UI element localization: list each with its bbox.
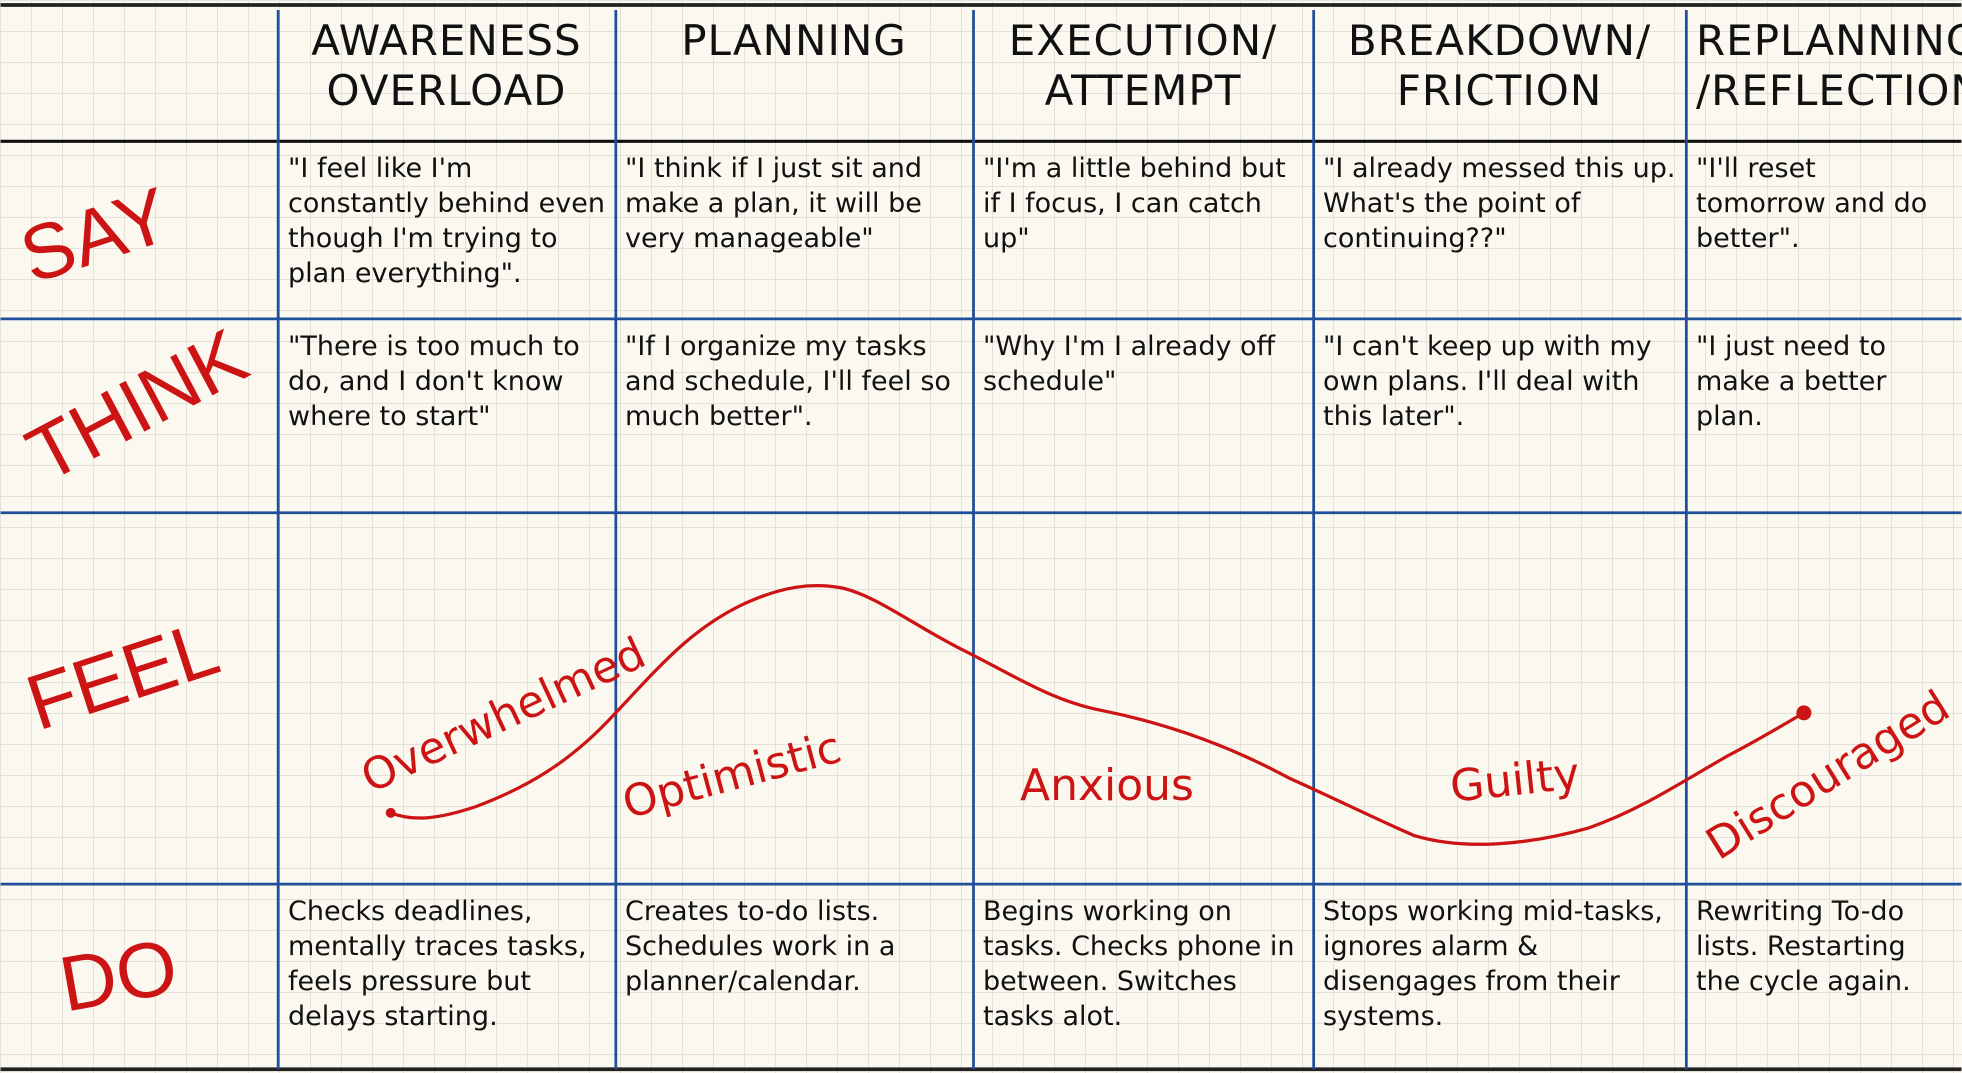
emotion-curve xyxy=(390,583,1805,846)
think-cell: "Why I'm I already off schedule" xyxy=(983,331,1276,398)
do-cell: Stops working mid-tasks, ignores alarm &… xyxy=(1323,896,1663,1033)
curve-start xyxy=(385,807,396,818)
stage-title: REPLANNING /REFLECTION xyxy=(1696,16,1962,116)
say-cell: "I'll reset tomorrow and do better". xyxy=(1696,153,1928,255)
do-cell: Creates to-do lists. Schedules work in a… xyxy=(625,896,896,998)
stage-title: EXECUTION/ ATTEMPT xyxy=(1008,16,1278,116)
think-cell: "If I organize my tasks and schedule, I'… xyxy=(625,331,951,433)
stage-title: BREAKDOWN/ FRICTION xyxy=(1347,16,1652,116)
think-cell: "I just need to make a better plan. xyxy=(1696,331,1887,433)
think-cell: "I can't keep up with my own plans. I'll… xyxy=(1323,331,1652,433)
say-cell: "I think if I just sit and make a plan, … xyxy=(625,153,923,255)
say-cell: "I feel like I'm constantly behind even … xyxy=(288,153,605,290)
stage-title: AWARENESS OVERLOAD xyxy=(311,16,582,116)
do-cell: Rewriting To-do lists. Restarting the cy… xyxy=(1696,896,1911,998)
do-cell: Checks deadlines, mentally traces tasks,… xyxy=(288,896,587,1033)
curve-end xyxy=(1796,705,1812,721)
do-cell: Begins working on tasks. Checks phone in… xyxy=(983,896,1295,1033)
stage-title: PLANNING xyxy=(681,16,907,65)
say-cell: "I already messed this up. What's the po… xyxy=(1323,153,1676,255)
think-cell: "There is too much to do, and I don't kn… xyxy=(288,331,580,433)
say-cell: "I'm a little behind but if I focus, I c… xyxy=(983,153,1286,255)
feel-label: Anxious xyxy=(1020,760,1194,811)
